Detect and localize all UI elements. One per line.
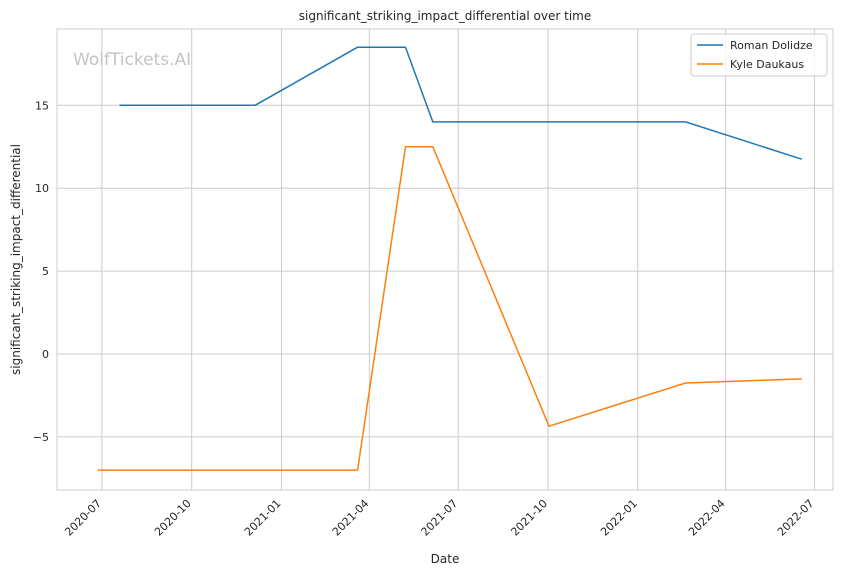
y-axis-label: significant_striking_impact_differential (9, 144, 23, 375)
x-axis-ticks: 2020-07 2020-10 2021-01 2021-04 2021-07 2021-… (62, 497, 816, 539)
x-tick-label: 2020-10 (152, 497, 194, 539)
legend-box (690, 33, 828, 77)
legend-entry-label: Roman Dolidze (730, 39, 813, 52)
legend: Roman Dolidze Kyle Daukaus (690, 33, 828, 77)
x-tick-label: 2022-07 (775, 497, 817, 539)
y-tick-label: 15 (35, 99, 49, 112)
x-tick-label: 2020-07 (62, 497, 104, 539)
x-tick-label: 2021-07 (419, 497, 461, 539)
x-tick-label: 2021-04 (330, 497, 372, 539)
y-tick-label: 0 (42, 348, 49, 361)
series-layer (98, 46, 803, 471)
x-tick-label: 2022-04 (686, 497, 728, 539)
grid (57, 29, 833, 490)
y-tick-label: −5 (33, 431, 49, 444)
y-tick-label: 5 (42, 265, 49, 278)
series-line-roman-dolidze (119, 46, 803, 160)
y-axis-ticks: −5 0 5 10 15 (33, 99, 49, 444)
series-line-kyle-daukaus (98, 145, 802, 471)
x-tick-label: 2021-10 (508, 497, 550, 539)
x-tick-label: 2022-01 (598, 497, 640, 539)
x-tick-label: 2021-01 (242, 497, 284, 539)
watermark-text: WolfTickets.AI (73, 50, 191, 70)
plot-area-frame (56, 28, 834, 491)
chart-title: significant_striking_impact_differential… (299, 9, 591, 23)
y-tick-label: 10 (35, 182, 49, 195)
x-axis-label: Date (431, 552, 460, 566)
legend-entry-label: Kyle Daukaus (730, 58, 804, 71)
